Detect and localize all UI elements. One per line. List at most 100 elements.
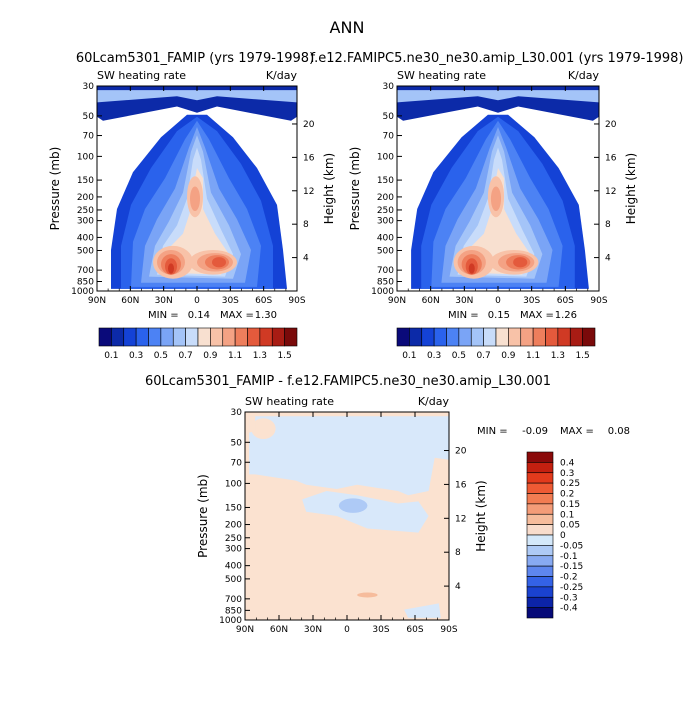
panel-title: f.e12.FAMIPC5.ne30_ne30.amip_L30.001 (yr… xyxy=(311,51,684,66)
colorbar-label: 0.1 xyxy=(104,351,118,361)
y-tick-label: 400 xyxy=(77,233,94,243)
panel-difference: 60Lcam5301_FAMIP - f.e12.FAMIPC5.ne30_ne… xyxy=(145,374,630,635)
colorbar-label: 0 xyxy=(560,531,566,541)
y2-tick-label: 12 xyxy=(303,187,314,197)
colorbar-swatch xyxy=(98,327,112,347)
y-tick-label: 50 xyxy=(231,438,243,448)
max-value: 1.30 xyxy=(255,310,277,321)
y2-tick-label: 20 xyxy=(303,120,315,130)
y2-tick-label: 16 xyxy=(455,480,467,490)
y-tick-label: 100 xyxy=(77,152,94,162)
panel-units: K/day xyxy=(418,395,450,408)
colorbar-swatch xyxy=(148,327,162,347)
colorbar-label: 0.5 xyxy=(154,351,168,361)
colorbar-swatch xyxy=(526,472,554,484)
y-axis-label: Pressure (mb) xyxy=(348,147,362,231)
colorbar-label: 1.1 xyxy=(526,351,540,361)
colorbar-swatch xyxy=(135,327,149,347)
colorbar-swatch xyxy=(526,513,554,525)
panel-units: K/day xyxy=(266,69,298,82)
max-label: MAX = xyxy=(520,310,554,321)
colorbar-swatch xyxy=(526,503,554,515)
colorbar-label: 0.3 xyxy=(129,351,143,361)
colorbar-swatch xyxy=(433,327,447,347)
y-tick-label: 250 xyxy=(225,534,242,544)
y-tick-label: 250 xyxy=(377,206,394,216)
colorbar-swatch xyxy=(470,327,484,347)
colorbar-swatch xyxy=(247,327,261,347)
colorbar-swatch xyxy=(111,327,125,347)
contour-field xyxy=(245,412,449,620)
contour-region xyxy=(212,257,226,268)
colorbar-swatch xyxy=(396,327,410,347)
colorbar-swatch xyxy=(526,462,554,474)
colorbar-label: 0.25 xyxy=(560,479,580,489)
colorbar-swatch xyxy=(526,586,554,598)
contour-region xyxy=(338,498,368,513)
x-tick-label: 60S xyxy=(255,296,272,306)
colorbar-label: -0.1 xyxy=(560,552,578,562)
colorbar-swatch xyxy=(526,565,554,577)
colorbar-label: 0.3 xyxy=(427,351,441,361)
contour-region xyxy=(168,263,174,274)
contour-region xyxy=(190,186,200,212)
x-tick-label: 0 xyxy=(194,296,200,306)
panel-units: K/day xyxy=(568,69,600,82)
colorbar-swatch xyxy=(532,327,546,347)
y2-axis-label: Height (km) xyxy=(474,480,488,551)
colorbar-swatch xyxy=(172,327,186,347)
min-label: MIN = xyxy=(448,310,479,321)
colorbar-label: 1.5 xyxy=(277,351,291,361)
y-tick-label: 70 xyxy=(231,458,243,468)
colorbar-swatch xyxy=(508,327,522,347)
colorbar-swatch xyxy=(526,596,554,608)
y-tick-label: 700 xyxy=(225,595,242,605)
colorbar-swatch xyxy=(446,327,460,347)
max-value: 1.26 xyxy=(555,310,577,321)
y-tick-label: 850 xyxy=(377,277,394,287)
colorbar-label: -0.05 xyxy=(560,541,583,551)
x-tick-label: 90N xyxy=(236,625,254,635)
colorbar-swatch xyxy=(483,327,497,347)
colorbar-label: 0.2 xyxy=(560,490,574,500)
y2-tick-label: 12 xyxy=(605,187,616,197)
y-tick-label: 300 xyxy=(377,217,394,227)
missing-data-region xyxy=(397,288,412,291)
y-tick-label: 30 xyxy=(83,82,95,92)
colorbar-swatch xyxy=(526,545,554,557)
y-tick-label: 1000 xyxy=(219,616,242,626)
y2-tick-label: 12 xyxy=(455,514,466,524)
y2-tick-label: 4 xyxy=(303,254,309,264)
y-tick-label: 700 xyxy=(77,266,94,276)
y-tick-label: 500 xyxy=(77,246,94,256)
colorbar-swatch xyxy=(526,524,554,536)
colorbar-label: -0.3 xyxy=(560,593,578,603)
contour-region xyxy=(490,186,502,212)
y-tick-label: 50 xyxy=(383,112,395,122)
colorbar-label: 0.7 xyxy=(178,351,192,361)
panel-subtitle: SW heating rate xyxy=(397,69,486,82)
x-tick-label: 30N xyxy=(155,296,173,306)
y-tick-label: 700 xyxy=(377,266,394,276)
contour-region xyxy=(97,90,297,103)
y-tick-label: 1000 xyxy=(71,287,94,297)
colorbar-label: 1.5 xyxy=(575,351,589,361)
colorbar-swatch xyxy=(271,327,285,347)
colorbar-swatch xyxy=(545,327,559,347)
y-tick-label: 150 xyxy=(77,176,94,186)
colorbar-label: 0.1 xyxy=(560,510,574,520)
y2-tick-label: 16 xyxy=(303,153,315,163)
y2-tick-label: 4 xyxy=(455,582,461,592)
contour-region xyxy=(404,603,441,618)
colorbar-swatch xyxy=(409,327,423,347)
colorbar-swatch xyxy=(526,576,554,588)
y-tick-label: 50 xyxy=(83,112,95,122)
min-value: 0.15 xyxy=(488,310,510,321)
y-tick-label: 70 xyxy=(83,132,95,142)
x-tick-label: 60S xyxy=(557,296,574,306)
colorbar-label: 0.5 xyxy=(452,351,466,361)
max-label: MAX = xyxy=(220,310,254,321)
y-tick-label: 500 xyxy=(377,246,394,256)
y-tick-label: 500 xyxy=(225,575,242,585)
x-tick-label: 30S xyxy=(372,625,389,635)
